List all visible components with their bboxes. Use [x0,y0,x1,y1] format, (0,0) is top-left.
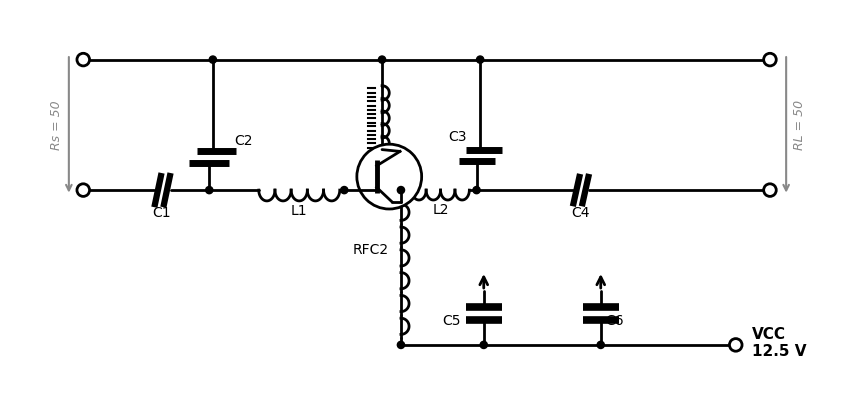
Text: C3: C3 [448,130,466,144]
Text: C1: C1 [152,206,171,220]
Circle shape [764,54,776,66]
Text: Rs = 50: Rs = 50 [50,100,62,150]
Text: C6: C6 [605,314,624,328]
Circle shape [398,186,404,194]
Circle shape [398,342,404,349]
Text: C4: C4 [571,206,589,220]
Circle shape [340,186,348,194]
Circle shape [209,56,216,63]
Circle shape [481,342,487,349]
Text: C2: C2 [234,134,253,148]
Circle shape [77,184,90,196]
Circle shape [764,184,776,196]
Circle shape [476,56,484,63]
Circle shape [729,339,742,351]
Text: L1: L1 [291,204,308,218]
Circle shape [473,186,481,194]
Circle shape [357,144,422,209]
Text: RL = 50: RL = 50 [793,100,806,150]
Text: RFC2: RFC2 [352,243,388,257]
Text: VCC
12.5 V: VCC 12.5 V [752,327,806,359]
Text: C5: C5 [442,314,460,328]
Circle shape [206,186,213,194]
Circle shape [379,56,386,63]
Circle shape [77,54,90,66]
Circle shape [597,342,604,349]
Text: L2: L2 [433,202,449,217]
